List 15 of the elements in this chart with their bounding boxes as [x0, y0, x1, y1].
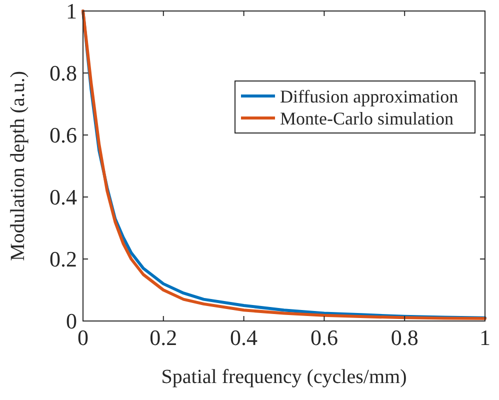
x-tick-label: 0.6	[310, 325, 338, 350]
legend-label: Monte-Carlo simulation	[280, 108, 454, 128]
y-tick-label: 0.8	[50, 60, 77, 86]
legend-label: Diffusion approximation	[280, 86, 458, 106]
x-tick-label: 0.8	[390, 325, 418, 350]
x-tick-label: 1	[480, 325, 490, 350]
y-tick-label: 0	[66, 308, 77, 334]
y-tick-label: 0.2	[50, 246, 77, 272]
y-tick-label: 1	[66, 0, 77, 24]
y-axis-title: Modulation depth (a.u.)	[7, 71, 29, 261]
y-tick-label: 0.4	[50, 184, 77, 210]
x-tick-label: 0.4	[230, 325, 258, 350]
y-tick-label: 0.6	[50, 122, 77, 148]
x-tick-label: 0.2	[150, 325, 178, 350]
x-axis-title: Spatial frequency (cycles/mm)	[161, 366, 407, 388]
